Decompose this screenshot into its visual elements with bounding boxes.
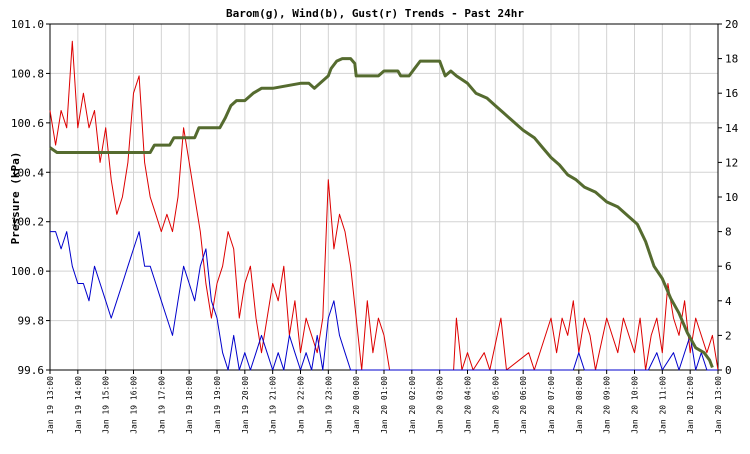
x-tick-label: Jan 20 13:00 [714, 376, 723, 434]
y2-tick-label: 10 [725, 191, 738, 204]
y2-tick-label: 8 [725, 226, 732, 239]
x-tick-label: Jan 20 03:00 [436, 376, 445, 434]
y2-tick-label: 16 [725, 87, 738, 100]
y-tick-label: 99.6 [18, 364, 45, 377]
x-tick-label: Jan 19 18:00 [185, 376, 194, 434]
x-tick-label: Jan 19 14:00 [74, 376, 83, 434]
wind-series-line [50, 231, 718, 371]
x-tick-label: Jan 20 00:00 [352, 376, 361, 434]
x-tick-label: Jan 19 20:00 [241, 376, 250, 434]
x-tick-label: Jan 20 12:00 [686, 376, 695, 434]
x-tick-label: Jan 19 16:00 [130, 376, 139, 434]
x-tick-label: Jan 19 21:00 [269, 376, 278, 434]
x-tick-label: Jan 20 09:00 [603, 376, 612, 434]
x-tick-label: Jan 20 04:00 [464, 376, 473, 434]
y-axis-label: Pressure (kPa) [9, 152, 22, 245]
x-tick-label: Jan 19 23:00 [324, 376, 333, 434]
y-tick-label: 100.4 [11, 166, 44, 179]
x-tick-label: Jan 20 02:00 [408, 376, 417, 434]
chart-title: Barom(g), Wind(b), Gust(r) Trends - Past… [226, 7, 524, 20]
x-tick-label: Jan 20 07:00 [547, 376, 556, 434]
y-tick-label: 99.8 [18, 315, 45, 328]
y2-tick-label: 2 [725, 329, 732, 342]
x-tick-label: Jan 20 06:00 [519, 376, 528, 434]
y2-tick-label: 4 [725, 295, 732, 308]
x-tick-label: Jan 20 11:00 [658, 376, 667, 434]
x-tick-label: Jan 20 05:00 [491, 376, 500, 434]
x-axis: Jan 19 13:00 Jan 19 14:00 Jan 19 15:00 Jan … [46, 370, 723, 434]
y-tick-label: 100.6 [11, 117, 44, 130]
x-tick-label: Jan 20 10:00 [631, 376, 640, 434]
y-axis-left: 99.6 99.8 100.0 100.2 100.4 100.6 100.8 101.0 [11, 18, 50, 377]
x-tick-label: Jan 20 01:00 [380, 376, 389, 434]
y-tick-label: 100.2 [11, 216, 44, 229]
x-tick-label: Jan 19 15:00 [102, 376, 111, 434]
y2-tick-label: 6 [725, 260, 732, 273]
x-tick-label: Jan 19 13:00 [46, 376, 55, 434]
x-tick-label: Jan 20 08:00 [575, 376, 584, 434]
y-tick-label: 100.0 [11, 265, 44, 278]
y2-tick-label: 18 [725, 53, 738, 66]
y2-tick-label: 12 [725, 156, 738, 169]
gust-series-line [49, 40, 719, 371]
x-tick-label: Jan 19 17:00 [157, 376, 166, 434]
y-tick-label: 100.8 [11, 67, 44, 80]
x-tick-label: Jan 19 19:00 [213, 376, 222, 434]
x-tick-label: Jan 19 22:00 [297, 376, 306, 434]
y2-tick-label: 0 [725, 364, 732, 377]
y2-tick-label: 20 [725, 18, 738, 31]
y-axis-right: 0 2 4 6 8 10 12 14 16 18 20 [718, 18, 739, 377]
barom-series-line [49, 57, 714, 369]
series-layer [49, 40, 719, 371]
y2-tick-label: 14 [725, 122, 739, 135]
y-tick-label: 101.0 [11, 18, 44, 31]
